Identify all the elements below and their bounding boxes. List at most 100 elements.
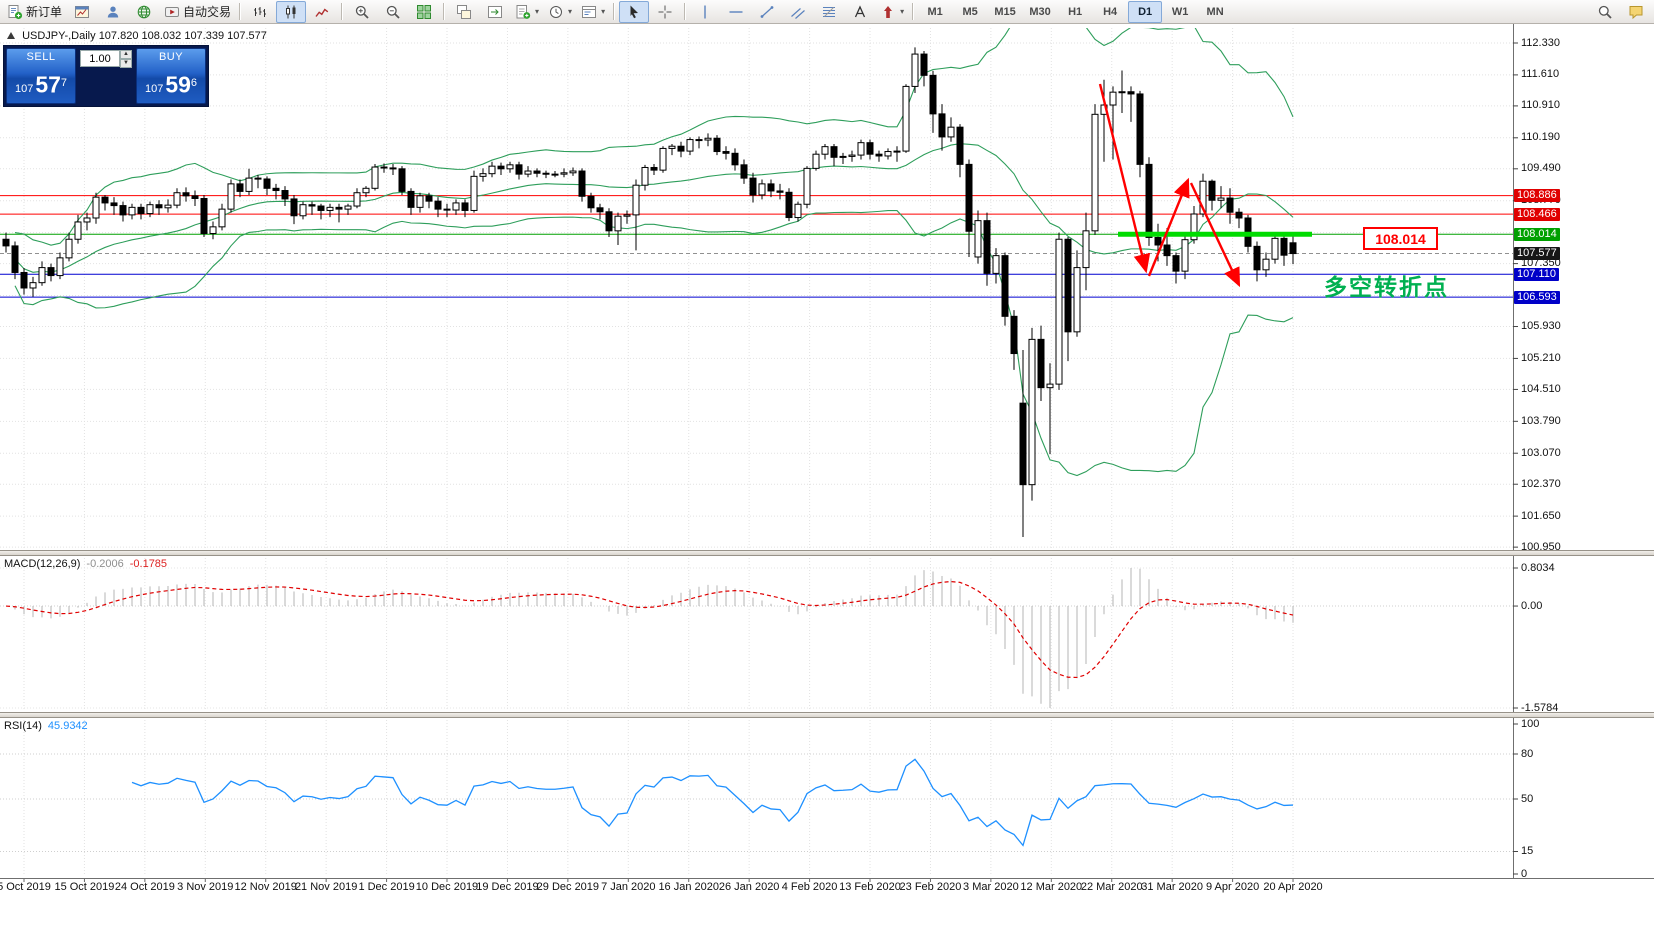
sell-label: SELL	[26, 51, 56, 63]
chart-symbol-icon	[7, 32, 15, 39]
volume-down-button[interactable]: ▼	[120, 59, 132, 68]
sell-price: 107577	[14, 71, 68, 97]
auto-arrange-icon	[457, 4, 472, 19]
chevron-down-icon: ▾	[900, 7, 905, 16]
arrows-button[interactable]: ▾	[876, 1, 908, 23]
crosshair-icon	[658, 5, 672, 18]
chart-symbol-label: USDJPY-,Daily	[22, 30, 96, 42]
templates-icon	[582, 5, 597, 18]
toolbar-separator	[341, 3, 344, 20]
volume-input[interactable]	[80, 50, 120, 67]
vertical-line-icon	[704, 5, 706, 18]
periods-button[interactable]: ▾	[544, 1, 576, 23]
toolbar-separator	[684, 3, 687, 20]
macd-signal-value: -0.1785	[129, 558, 168, 570]
sell-button[interactable]: SELL 107577	[6, 48, 76, 104]
cursor-icon	[630, 5, 639, 18]
candlestick-chart-button[interactable]	[276, 0, 307, 23]
chevron-down-icon: ▾	[568, 7, 573, 16]
panel-separator[interactable]	[0, 550, 1654, 556]
market-watch-button[interactable]	[98, 1, 128, 23]
toolbar-separator	[443, 3, 446, 20]
chart-window-button[interactable]	[67, 1, 97, 23]
templates-button[interactable]: ▾	[577, 1, 609, 23]
periods-icon	[550, 5, 563, 18]
timeframe-h4[interactable]: H4	[1103, 5, 1118, 18]
trendline-icon	[760, 5, 774, 18]
bar-chart-icon	[254, 6, 267, 17]
new-chart-icon	[516, 4, 531, 19]
volume-section: ▲ ▼	[78, 48, 134, 104]
timeframe-m5[interactable]: M5	[962, 5, 978, 18]
toolbar-separator	[613, 3, 616, 20]
text-icon	[854, 4, 866, 17]
rsi-label: RSI(14) 45.9342	[4, 720, 88, 732]
chevron-down-icon: ▾	[601, 7, 606, 16]
buy-button[interactable]: BUY 107596	[136, 48, 206, 104]
zoom-out-button[interactable]	[378, 1, 408, 23]
new-order-button[interactable]: 新订单	[3, 1, 66, 23]
timeframe-m1[interactable]: M1	[927, 5, 943, 18]
timeframe-m15[interactable]: M15	[994, 5, 1016, 18]
zoom-out-icon	[386, 5, 400, 19]
buy-price: 107596	[144, 71, 198, 97]
chart-shift-button[interactable]	[480, 1, 510, 23]
line-chart-button[interactable]	[307, 1, 337, 23]
cursor-button[interactable]	[619, 0, 650, 23]
timeframe-m30[interactable]: M30	[1029, 5, 1051, 18]
timeframe-mn[interactable]: MN	[1206, 5, 1224, 18]
chart-ohlc-values: 107.820 108.032 107.339 107.577	[98, 30, 267, 42]
zoom-in-button[interactable]	[347, 1, 377, 23]
autotrading-icon	[165, 6, 180, 17]
timeframe-h1[interactable]: H1	[1068, 5, 1083, 18]
autotrading-button[interactable]: 自动交易	[160, 1, 235, 23]
community-button[interactable]	[1621, 1, 1651, 23]
toolbar-separator	[912, 3, 915, 20]
text-button[interactable]	[845, 1, 875, 23]
navigator-icon	[137, 5, 151, 18]
candlestick-chart-icon	[286, 5, 296, 18]
vertical-line-button[interactable]	[690, 1, 720, 23]
fibonacci-icon	[823, 6, 836, 17]
price-level-box[interactable]: 108.014	[1363, 227, 1438, 250]
timeframe-w1[interactable]: W1	[1171, 5, 1189, 18]
horizontal-line-icon	[729, 10, 743, 13]
chart-window-icon	[75, 5, 90, 18]
toolbar-label: 自动交易	[183, 5, 232, 19]
chevron-down-icon: ▾	[535, 7, 540, 16]
crosshair-button[interactable]	[650, 1, 680, 23]
rsi-value: 45.9342	[47, 720, 88, 732]
market-watch-icon	[107, 6, 119, 17]
chart-title: USDJPY-,Daily 107.820 108.032 107.339 10…	[7, 30, 267, 42]
panel-separator[interactable]	[0, 712, 1654, 718]
chart-shift-icon	[488, 5, 503, 18]
auto-arrange-button[interactable]	[449, 1, 479, 23]
navigator-button[interactable]	[129, 1, 159, 23]
volume-up-button[interactable]: ▲	[120, 50, 132, 59]
toolbar: 新订单 自动交易 ▾ ▾ ▾ ▾ M1 M5 M15 M30 H1 H4 D1 W1 MN	[0, 0, 1654, 24]
turning-point-label[interactable]: 多空转折点	[1324, 274, 1449, 300]
trendline-button[interactable]	[752, 1, 782, 23]
line-chart-icon	[315, 7, 329, 17]
arrows-icon	[884, 5, 893, 18]
channel-button[interactable]	[783, 1, 813, 23]
tile-windows-icon	[417, 4, 432, 19]
timeframe-d1[interactable]: D1	[1128, 0, 1163, 23]
zoom-in-icon	[355, 5, 369, 19]
macd-label: MACD(12,26,9) -0.2006 -0.1785	[4, 558, 168, 570]
search-icon	[1598, 5, 1612, 19]
channel-icon	[791, 7, 805, 19]
community-icon	[1629, 5, 1643, 19]
new-order-icon	[8, 4, 23, 19]
bar-chart-button[interactable]	[245, 1, 275, 23]
search-button[interactable]	[1590, 1, 1620, 23]
macd-main-value: -0.2006	[86, 558, 124, 570]
toolbar-separator	[239, 3, 242, 20]
tile-windows-button[interactable]	[409, 1, 439, 23]
new-chart-button[interactable]: ▾	[511, 1, 543, 23]
horizontal-line-button[interactable]	[721, 1, 751, 23]
one-click-trading-panel: SELL 107577 ▲ ▼ BUY 107596	[3, 45, 209, 107]
chart-canvas[interactable]	[0, 24, 1654, 946]
fibonacci-button[interactable]	[814, 1, 844, 23]
